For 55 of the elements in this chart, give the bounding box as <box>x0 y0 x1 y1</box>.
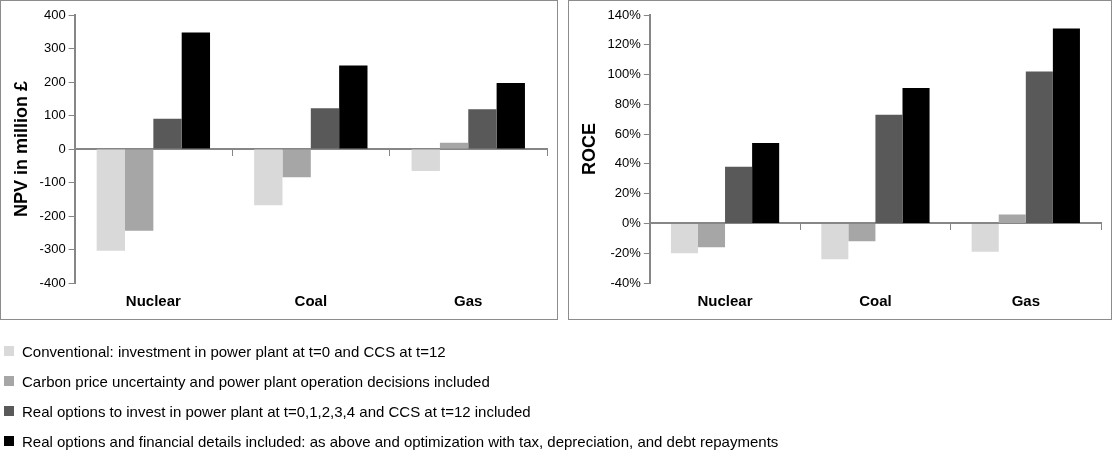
y-tick-label: 120% <box>607 36 642 52</box>
y-tick-label: -200 <box>39 207 66 223</box>
bar <box>339 65 368 149</box>
bar <box>1052 28 1080 223</box>
bar <box>254 149 283 206</box>
legend-label: Carbon price uncertainty and power plant operation decisions included <box>22 372 490 390</box>
legend-label: Real options to invest in power plant at t=0,1,2,3,4 and CCS at t=12 included <box>22 402 531 420</box>
bar <box>875 114 903 223</box>
bar <box>821 223 849 260</box>
y-tick-label: -20% <box>610 244 642 260</box>
bar <box>848 223 876 242</box>
y-tick-label: 80% <box>614 95 642 111</box>
x-tick-label: Coal <box>294 292 328 310</box>
legend-label: Real options and financial details included: as above and optimization with tax, depreciation, and debt repayments <box>22 432 779 450</box>
bar <box>697 223 726 248</box>
bar <box>96 149 126 251</box>
bar <box>902 87 930 223</box>
y-axis-title: ROCE <box>578 122 599 176</box>
bar <box>439 142 469 149</box>
legend-label: Conventional: investment in power plant at t=0 and CCS at t=12 <box>22 342 446 360</box>
bar <box>998 214 1026 223</box>
bar <box>181 32 211 149</box>
bar <box>153 118 182 149</box>
y-tick-label: 0 <box>58 140 66 156</box>
bar <box>1025 71 1053 223</box>
x-tick-label: Nuclear <box>125 292 182 310</box>
bar <box>282 149 311 178</box>
bar <box>125 149 154 231</box>
y-tick-label: 60% <box>614 125 642 141</box>
y-tick-label: -100 <box>39 174 66 190</box>
y-tick-label: -300 <box>39 241 66 257</box>
x-tick-label: Gas <box>454 292 483 310</box>
x-tick-label: Gas <box>1011 292 1040 310</box>
bar <box>496 83 525 149</box>
bar <box>752 143 780 223</box>
y-tick-label: 40% <box>614 155 642 171</box>
y-tick-label: 0% <box>622 215 642 231</box>
y-tick-label: 100 <box>43 107 66 123</box>
y-tick-label: 140% <box>607 6 642 22</box>
bar <box>725 166 753 223</box>
y-tick-label: 100% <box>607 66 642 82</box>
y-tick-label: 200 <box>43 73 66 89</box>
y-axis-title: NPV in million £ <box>10 80 31 218</box>
bar <box>670 223 698 254</box>
bar <box>971 223 999 252</box>
bar <box>468 109 497 149</box>
x-tick-label: Nuclear <box>697 292 753 310</box>
y-tick-label: 20% <box>614 185 642 201</box>
x-tick-label: Coal <box>859 292 892 310</box>
y-tick-label: 300 <box>43 40 66 56</box>
y-tick-label: 400 <box>43 6 66 22</box>
y-tick-label: -400 <box>39 274 66 290</box>
bar <box>310 108 340 149</box>
bar <box>411 149 440 172</box>
y-tick-label: -40% <box>610 274 642 290</box>
